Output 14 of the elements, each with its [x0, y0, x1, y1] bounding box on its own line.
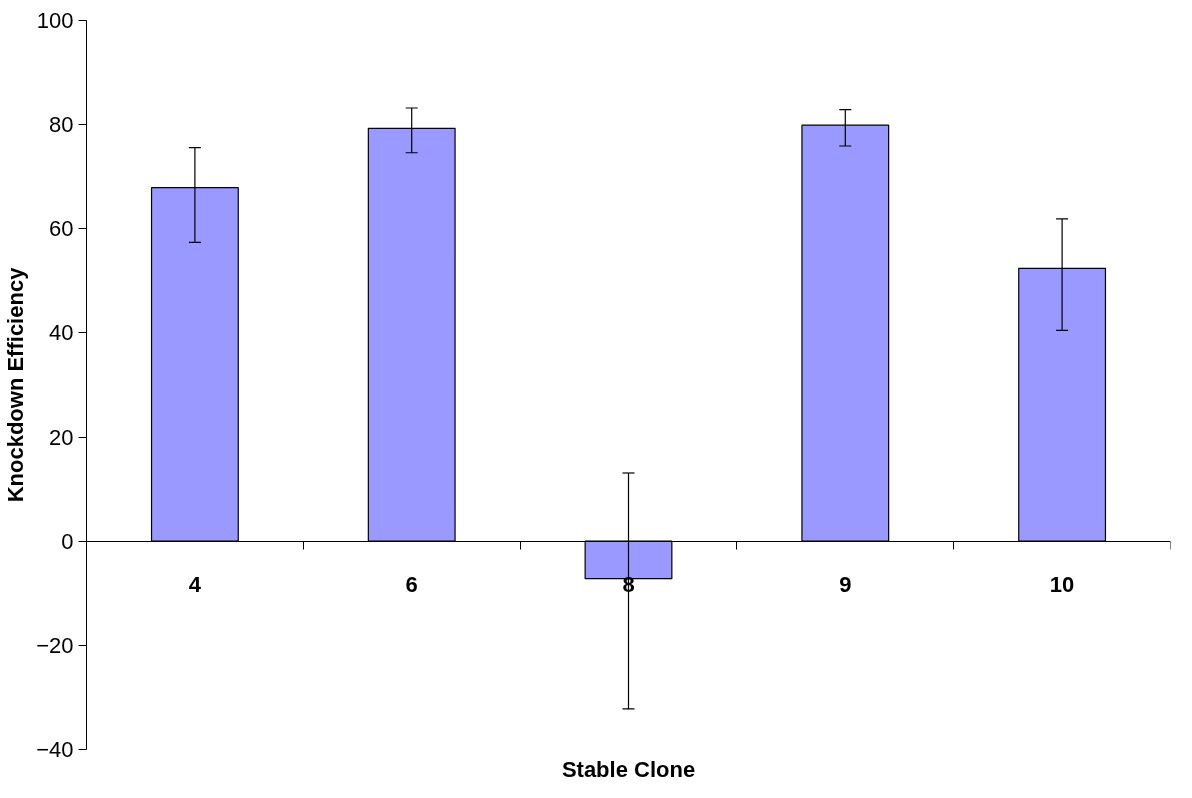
y-tick-label: 0	[61, 528, 74, 554]
y-tick-label: 60	[49, 216, 74, 242]
x-tick-label: 6	[405, 572, 418, 598]
y-tick-label: 80	[49, 112, 74, 138]
x-axis-title: Stable Clone	[561, 756, 696, 782]
y-axis-title: Knockdown Efficiency	[3, 266, 29, 503]
y-tick-label: −40	[36, 737, 74, 762]
x-tick-label: 4	[188, 572, 202, 598]
y-tick-label: −20	[36, 632, 74, 658]
y-tick-label: 40	[49, 320, 74, 346]
y-tick-label: 20	[49, 424, 74, 450]
x-tick-label: 9	[839, 572, 852, 598]
x-tick-label: 10	[1049, 572, 1075, 598]
y-tick-label: 100	[36, 8, 74, 33]
